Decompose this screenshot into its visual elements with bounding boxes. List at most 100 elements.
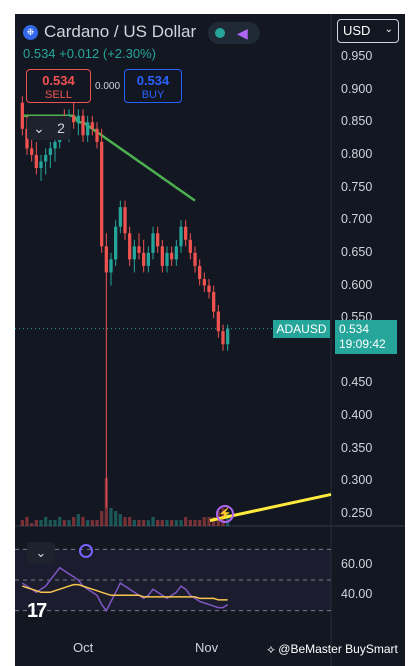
volume-bar — [123, 517, 127, 526]
chevron-down-icon: ⌄ — [33, 119, 45, 136]
volume-bar — [118, 514, 122, 526]
price-tick-label: 0.900 — [341, 81, 373, 96]
price-tick-label: 0.600 — [341, 277, 373, 292]
price-tick-label: 0.400 — [341, 408, 373, 423]
rsi-tick-label: 40.00 — [341, 587, 373, 602]
volume-bar — [212, 517, 216, 526]
candle-body — [142, 252, 146, 266]
candle-body — [184, 226, 188, 240]
volume-bar — [53, 520, 57, 526]
candle-body — [179, 226, 183, 247]
rsi-band — [15, 549, 331, 611]
time-tick-label: Oct — [73, 640, 94, 655]
candle-body — [226, 328, 230, 345]
candle-body — [193, 252, 197, 266]
candle-body — [76, 115, 80, 123]
candle-body — [100, 141, 104, 247]
candle-body — [30, 148, 34, 155]
volume-bar — [72, 517, 76, 526]
chart-window: ❉ Cardano / US Dollar ◀ USD ⌄ 0.534 +0.0… — [15, 14, 405, 666]
volume-bar — [188, 520, 192, 526]
tradingview-logo[interactable]: 17 — [27, 600, 47, 622]
volume-bar — [132, 520, 136, 526]
candle-body — [174, 246, 178, 260]
candle-body — [39, 161, 43, 168]
candle-body — [48, 148, 52, 155]
candle-body — [72, 115, 76, 123]
price-tick-label: 0.800 — [341, 146, 373, 161]
volume-bar — [128, 517, 132, 526]
volume-bar — [156, 520, 160, 526]
volume-bar — [137, 520, 141, 526]
candle-body — [170, 252, 174, 260]
candle-body — [132, 246, 136, 260]
volume-bar — [174, 520, 178, 526]
volume-bar — [39, 520, 43, 526]
market-status-pill[interactable]: ◀ — [208, 22, 260, 44]
candle-body — [221, 331, 225, 345]
last-price-value: 0.534 — [339, 322, 370, 336]
volume-bar — [165, 520, 169, 526]
candle-body — [137, 246, 141, 253]
watermark-icon: ⟡ — [267, 642, 275, 656]
price-tick-label: 0.350 — [341, 440, 373, 455]
volume-bar — [67, 520, 71, 526]
volume-bar — [142, 520, 146, 526]
candle-body — [53, 141, 57, 149]
price-tick-label: 0.700 — [341, 212, 373, 227]
volume-bar — [100, 511, 104, 526]
candle-body — [34, 154, 38, 168]
bar-countdown: 19:09:42 — [339, 337, 386, 351]
chart-canvas[interactable] — [15, 14, 405, 666]
candle-body — [20, 102, 24, 129]
price-tick-label: 0.750 — [341, 179, 373, 194]
candle-body — [81, 115, 85, 136]
volume-bar — [25, 517, 29, 526]
rsi-indicator-icon[interactable] — [79, 544, 93, 558]
volume-bar — [109, 508, 113, 526]
sell-label: SELL — [45, 89, 72, 101]
volume-bar — [90, 520, 94, 526]
price-tick-label: 0.300 — [341, 473, 373, 488]
buy-label: BUY — [141, 89, 165, 101]
candle-body — [146, 252, 150, 266]
volume-bar — [179, 520, 183, 526]
candle-body — [156, 233, 160, 247]
volume-bar — [34, 520, 38, 526]
rsi-pane-toggle[interactable]: ⌄ — [27, 542, 55, 564]
currency-select[interactable]: USD ⌄ — [337, 19, 399, 43]
indicators-toggle[interactable]: ⌄ 2 — [27, 116, 71, 140]
cardano-icon: ❉ — [23, 24, 38, 40]
rsi-ma-line — [22, 583, 228, 601]
indicator-count: 2 — [57, 120, 65, 136]
candle-body — [44, 154, 48, 162]
candle-body — [202, 278, 206, 286]
volume-bar — [170, 520, 174, 526]
candle-body — [118, 207, 122, 227]
volume-bar — [151, 517, 155, 526]
candle-body — [207, 285, 211, 293]
sell-price: 0.534 — [42, 73, 75, 88]
candle-body — [95, 128, 99, 142]
candle-body — [151, 233, 155, 253]
volume-bar — [30, 523, 34, 526]
lightning-alert-icon[interactable]: ⚡ — [216, 505, 234, 523]
rsi-tick-label: 60.00 — [341, 556, 373, 571]
buy-button[interactable]: 0.534 BUY — [124, 69, 182, 103]
sell-button[interactable]: 0.534 SELL — [26, 69, 91, 103]
symbol-title[interactable]: ❉ Cardano / US Dollar — [23, 22, 196, 42]
volume-bar — [160, 520, 164, 526]
volume-bar — [81, 517, 85, 526]
volume-bar — [76, 514, 80, 526]
market-open-icon — [215, 28, 225, 38]
volume-bar — [44, 517, 48, 526]
price-tick-label: 0.850 — [341, 114, 373, 129]
price-quote: 0.534 +0.012 (+2.30%) — [23, 46, 156, 61]
share-icon: ◀ — [237, 25, 248, 41]
volume-bar — [193, 520, 197, 526]
candle-body — [123, 207, 127, 234]
price-tick-label: 0.250 — [341, 506, 373, 520]
moving-average-line — [22, 114, 196, 202]
candle-body — [109, 259, 113, 273]
volume-bar — [198, 520, 202, 526]
